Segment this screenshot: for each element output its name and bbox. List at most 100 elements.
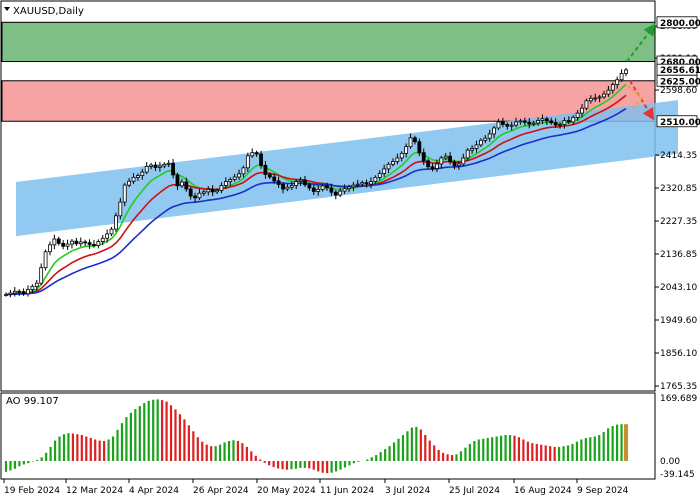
candle [540,114,545,125]
candle [342,184,347,194]
red-zone [1,80,656,122]
candle [179,178,184,188]
x-tick-label: 9 Sep 2024 [577,486,629,496]
candle [96,239,101,249]
candle [52,234,57,250]
candle [34,279,39,291]
candle [228,177,233,186]
candle [237,169,241,180]
candle [8,289,13,298]
ao-y-tick-label: 169.689 [660,394,697,404]
candle [413,135,417,145]
candle [558,122,562,129]
candle [21,288,26,296]
candle [536,117,540,126]
candle [197,189,202,200]
candle [144,162,149,175]
x-tick-label: 25 Jul 2024 [449,486,500,496]
ma-fast-line [5,83,627,296]
candle [206,186,211,196]
y-tick-label: 2043.10 [660,283,697,293]
candle [215,188,219,194]
candle [149,162,154,170]
x-tick-label: 16 Aug 2024 [514,486,572,496]
candle [26,285,30,297]
x-tick-label: 3 Jul 2024 [385,486,430,496]
candle [92,240,96,248]
candle [597,94,602,103]
candle [158,161,162,172]
candle [254,150,259,157]
candle [311,184,316,196]
price-level-label: 2625.00 [660,77,700,87]
candle [298,177,303,186]
ao-y-tick-label: -39.145 [660,470,695,480]
candle [386,162,391,174]
candle [232,173,237,182]
candle [272,173,277,184]
x-tick-label: 11 Jun 2024 [320,486,374,496]
candle [549,117,554,125]
candle [584,98,589,111]
price-level-label: 2656.61 [660,66,700,76]
candle [347,184,351,193]
candle [153,161,158,172]
symbol-title[interactable]: XAUUSD,Daily [4,6,84,17]
candle [421,148,426,166]
candle [487,129,492,142]
ao-title: AO 99.107 [6,396,59,407]
candle [509,121,514,131]
candle [382,164,387,178]
candle [457,160,461,170]
candle [606,86,611,97]
candle [83,239,88,247]
candle [505,122,510,130]
candle [140,168,145,180]
candle [184,177,189,192]
candle [171,159,175,179]
candle [369,177,373,189]
candle [219,182,224,194]
candle [210,185,215,197]
candle [114,212,118,233]
price-channel [16,100,678,237]
candle [30,284,35,294]
candle [588,95,593,104]
price-level-box [656,16,698,29]
candle [610,82,615,94]
candle [48,241,52,256]
candle [624,67,628,77]
candle [522,117,527,126]
candle [175,172,180,191]
x-tick-label: 20 May 2024 [257,486,316,496]
candle [452,159,457,170]
candle [615,76,620,89]
chevron-down-icon[interactable] [4,7,10,11]
green-zone [1,21,656,63]
candle [531,120,536,127]
candle [294,179,299,190]
candle [474,140,479,153]
candle [259,150,263,169]
candle [61,240,66,250]
x-tick-label: 19 Feb 2024 [4,486,60,496]
candle [602,90,606,100]
candle [276,176,281,188]
candle [338,187,343,198]
candle [465,148,470,161]
candle [166,160,171,168]
candle [245,152,250,173]
price-level-label: 2680.00 [660,58,700,68]
ma-slow-line [6,108,627,296]
candle [580,103,584,118]
candle [443,153,448,161]
candle [496,118,501,131]
candle [593,93,598,102]
candle [575,109,580,121]
candle [408,133,413,149]
candle [478,138,483,148]
y-tick-label: 2136.85 [660,250,697,260]
candle [426,158,431,169]
candle [100,234,105,246]
